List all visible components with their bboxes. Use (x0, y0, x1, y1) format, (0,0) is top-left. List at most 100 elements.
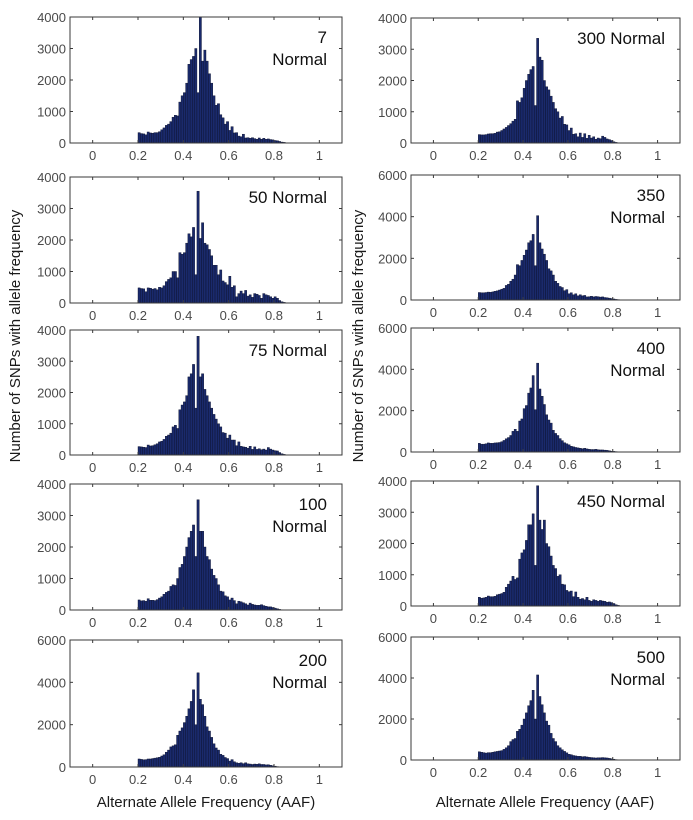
bar (208, 730, 211, 768)
bar (518, 265, 522, 301)
bar (491, 291, 495, 301)
bar (569, 292, 573, 301)
y-tick-label: 2000 (378, 74, 407, 89)
bar (267, 447, 270, 456)
y-tick-label: 4000 (37, 170, 66, 185)
bar (253, 138, 257, 144)
bar (146, 758, 150, 768)
bar (518, 420, 522, 453)
bar (201, 531, 204, 611)
y-tick-label: 4000 (378, 11, 407, 26)
bar (480, 443, 483, 453)
plot-frame (69, 639, 343, 768)
x-tick-label: 0.8 (265, 615, 283, 630)
y-tick-label: 4000 (37, 323, 66, 338)
bar (144, 134, 148, 144)
y-tick-label: 2000 (37, 233, 66, 248)
bar (205, 556, 209, 611)
bar (491, 596, 495, 607)
bar (531, 234, 535, 301)
x-tick-label: 0.2 (129, 148, 147, 163)
bar (219, 269, 223, 304)
bar (140, 600, 143, 611)
bar (504, 285, 508, 301)
bar (590, 601, 593, 607)
bar (244, 603, 247, 611)
bar (169, 746, 173, 768)
bar (592, 599, 596, 607)
bar (214, 747, 218, 768)
y-tick-label: 4000 (378, 671, 407, 686)
bar (516, 431, 519, 453)
bar (242, 763, 245, 768)
y-tick-label: 1000 (37, 417, 66, 432)
x-tick-label: 0.4 (514, 148, 532, 163)
bar (576, 295, 580, 301)
bar (140, 288, 143, 304)
bar (493, 442, 497, 453)
bar (187, 537, 191, 611)
bar (221, 432, 225, 456)
bar (560, 583, 564, 607)
bar (495, 442, 499, 453)
bar (511, 120, 515, 144)
bar (534, 409, 537, 453)
x-tick-label: 0 (430, 765, 437, 780)
bar (603, 137, 607, 144)
bar (164, 281, 168, 304)
bar (590, 296, 593, 301)
bar (276, 298, 279, 304)
bar (232, 600, 236, 611)
panel-300-normal: 0 0.2 0.4 0.6 0.8 1 0 1000 2000 3000 4000 300 Norma… (378, 11, 681, 163)
bar (522, 549, 526, 607)
x-tick-label: 0.2 (129, 460, 147, 475)
bar (221, 755, 225, 768)
bar (574, 447, 578, 453)
bar (153, 600, 157, 611)
x-tick-label: 0.2 (469, 765, 487, 780)
bar (153, 288, 157, 304)
bar (552, 102, 555, 144)
bar (189, 236, 193, 304)
bar (246, 447, 250, 456)
x-tick-label: 0 (430, 305, 437, 320)
bar (560, 749, 564, 761)
bar (212, 743, 216, 768)
x-axis-title-left: Alternate Allele Frequency (AAF) (97, 794, 315, 811)
bar (536, 362, 539, 453)
bar (538, 519, 542, 607)
bar (534, 105, 537, 144)
y-axis-title-right: Number of SNPs with allele frequency (350, 209, 367, 462)
bar (527, 74, 531, 144)
bar (558, 438, 562, 453)
x-tick-label: 1 (316, 460, 323, 475)
x-tick-label: 0.2 (129, 308, 147, 323)
bar (489, 596, 492, 607)
bar (543, 404, 546, 453)
panel-label: 450 Normal (577, 492, 665, 511)
bar (507, 745, 510, 761)
bar (484, 292, 488, 301)
bar (257, 605, 261, 611)
y-tick-label: 2000 (37, 386, 66, 401)
bar (572, 134, 575, 144)
bar (531, 66, 535, 144)
bar (269, 448, 272, 456)
bar (219, 590, 223, 611)
bar (185, 395, 189, 456)
bar (214, 104, 218, 144)
bar (520, 97, 524, 144)
bar (608, 601, 611, 607)
bar (264, 294, 268, 304)
y-tick-label: 1000 (378, 105, 407, 120)
bar (576, 136, 580, 144)
y-tick-label: 0 (400, 753, 407, 768)
panel-500-normal: 0 0.2 0.4 0.6 0.8 1 0 2000 4000 6000 500 Normal (378, 630, 681, 780)
bar (480, 597, 483, 607)
bar (545, 86, 548, 144)
x-tick-label: 0.8 (265, 308, 283, 323)
bar (248, 446, 252, 456)
panel-label: 75 Normal (249, 341, 327, 360)
bar (599, 138, 602, 144)
bar (491, 752, 495, 761)
